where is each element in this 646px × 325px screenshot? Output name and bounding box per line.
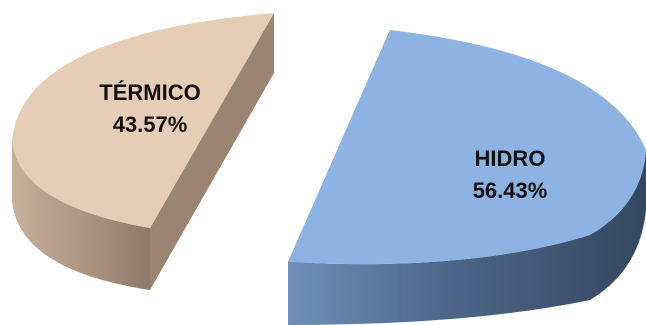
pie-slice-termico-edge: [150, 13, 274, 290]
pie-slice-termico: [12, 13, 274, 290]
pie-slice-hidro-top: [288, 30, 646, 265]
slice-value-termico: 43.57%: [113, 112, 188, 137]
pie-slice-termico-top: [12, 13, 274, 228]
slice-value-hidro: 56.43%: [473, 178, 548, 203]
pie-slice-hidro: [288, 30, 646, 325]
slice-label-termico: TÉRMICO: [99, 80, 200, 105]
pie-slice-hidro-side: [288, 150, 646, 325]
slice-label-hidro: HIDRO: [475, 146, 546, 171]
pie-slice-termico-side: [12, 140, 150, 290]
